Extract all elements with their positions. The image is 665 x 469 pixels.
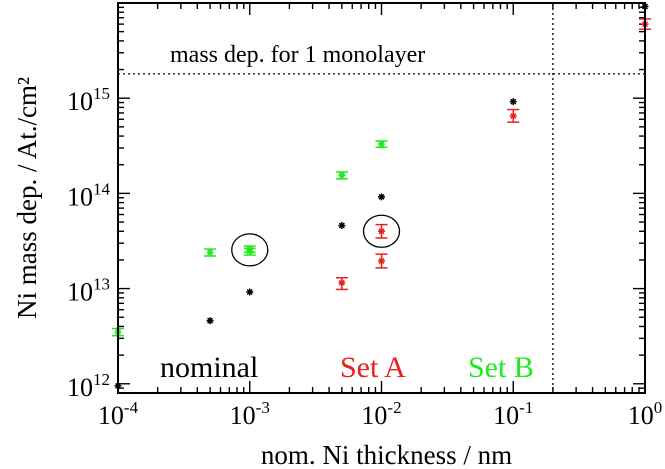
- point-marker-stroke: [246, 289, 253, 296]
- point-nominal: [246, 288, 254, 296]
- highlight-circles-layer: [231, 214, 401, 267]
- point-nominal: [338, 221, 346, 229]
- point-nominal: [206, 317, 214, 325]
- x-axis-label: nom. Ni thickness / nm: [261, 440, 512, 469]
- highlight-circle: [231, 233, 269, 267]
- point-set-b: [335, 171, 348, 180]
- ticks-layer: 10-4 10-3 10-2 10-1 100 1012 1013 1014 1015: [67, 3, 662, 430]
- y-axis-label: Ni mass dep. / At./cm²: [12, 77, 42, 319]
- x-tick-label: 10-2: [361, 398, 401, 430]
- data-points-layer: [112, 2, 651, 390]
- plot-frame: [117, 2, 646, 394]
- point-marker-stroke: [207, 317, 214, 324]
- y-tick-label: 1012: [67, 370, 110, 402]
- point-nominal: [378, 193, 385, 201]
- point-marker-stroke: [338, 279, 345, 286]
- legend-set-b: Set B: [468, 351, 534, 384]
- point-marker-stroke: [246, 246, 253, 253]
- x-tick-label: 100: [628, 398, 663, 430]
- monolayer-annotation: mass dep. for 1 monolayer: [170, 42, 425, 68]
- x-tick-label: 10-3: [230, 398, 270, 430]
- point-marker-stroke: [338, 172, 345, 179]
- reference-lines-layer: [118, 3, 645, 393]
- point-marker-stroke: [378, 228, 385, 235]
- point-marker-stroke: [207, 249, 214, 256]
- point-set-b: [375, 140, 388, 149]
- y-tick-label: 1015: [67, 84, 110, 116]
- point-set-a: [375, 223, 388, 239]
- highlight-circle: [362, 214, 401, 248]
- point-set-b: [204, 248, 217, 257]
- y-tick-label: 1014: [67, 179, 111, 211]
- point-marker-stroke: [338, 222, 345, 229]
- x-tick-label: 10-1: [493, 398, 533, 430]
- point-marker-stroke: [510, 112, 517, 120]
- point-set-a: [335, 276, 348, 291]
- point-marker-stroke: [510, 98, 517, 105]
- point-marker-stroke: [378, 141, 385, 148]
- point-marker-stroke: [378, 257, 385, 264]
- y-tick-label: 1013: [67, 275, 110, 307]
- point-nominal: [509, 98, 517, 106]
- legend-set-a: Set A: [340, 351, 406, 384]
- legend-nominal: nominal: [160, 351, 258, 384]
- point-set-b: [243, 245, 256, 254]
- point-set-a: [375, 253, 388, 269]
- point-set-a: [507, 108, 520, 123]
- point-marker-stroke: [378, 193, 385, 200]
- x-tick-label: 10-4: [98, 398, 139, 430]
